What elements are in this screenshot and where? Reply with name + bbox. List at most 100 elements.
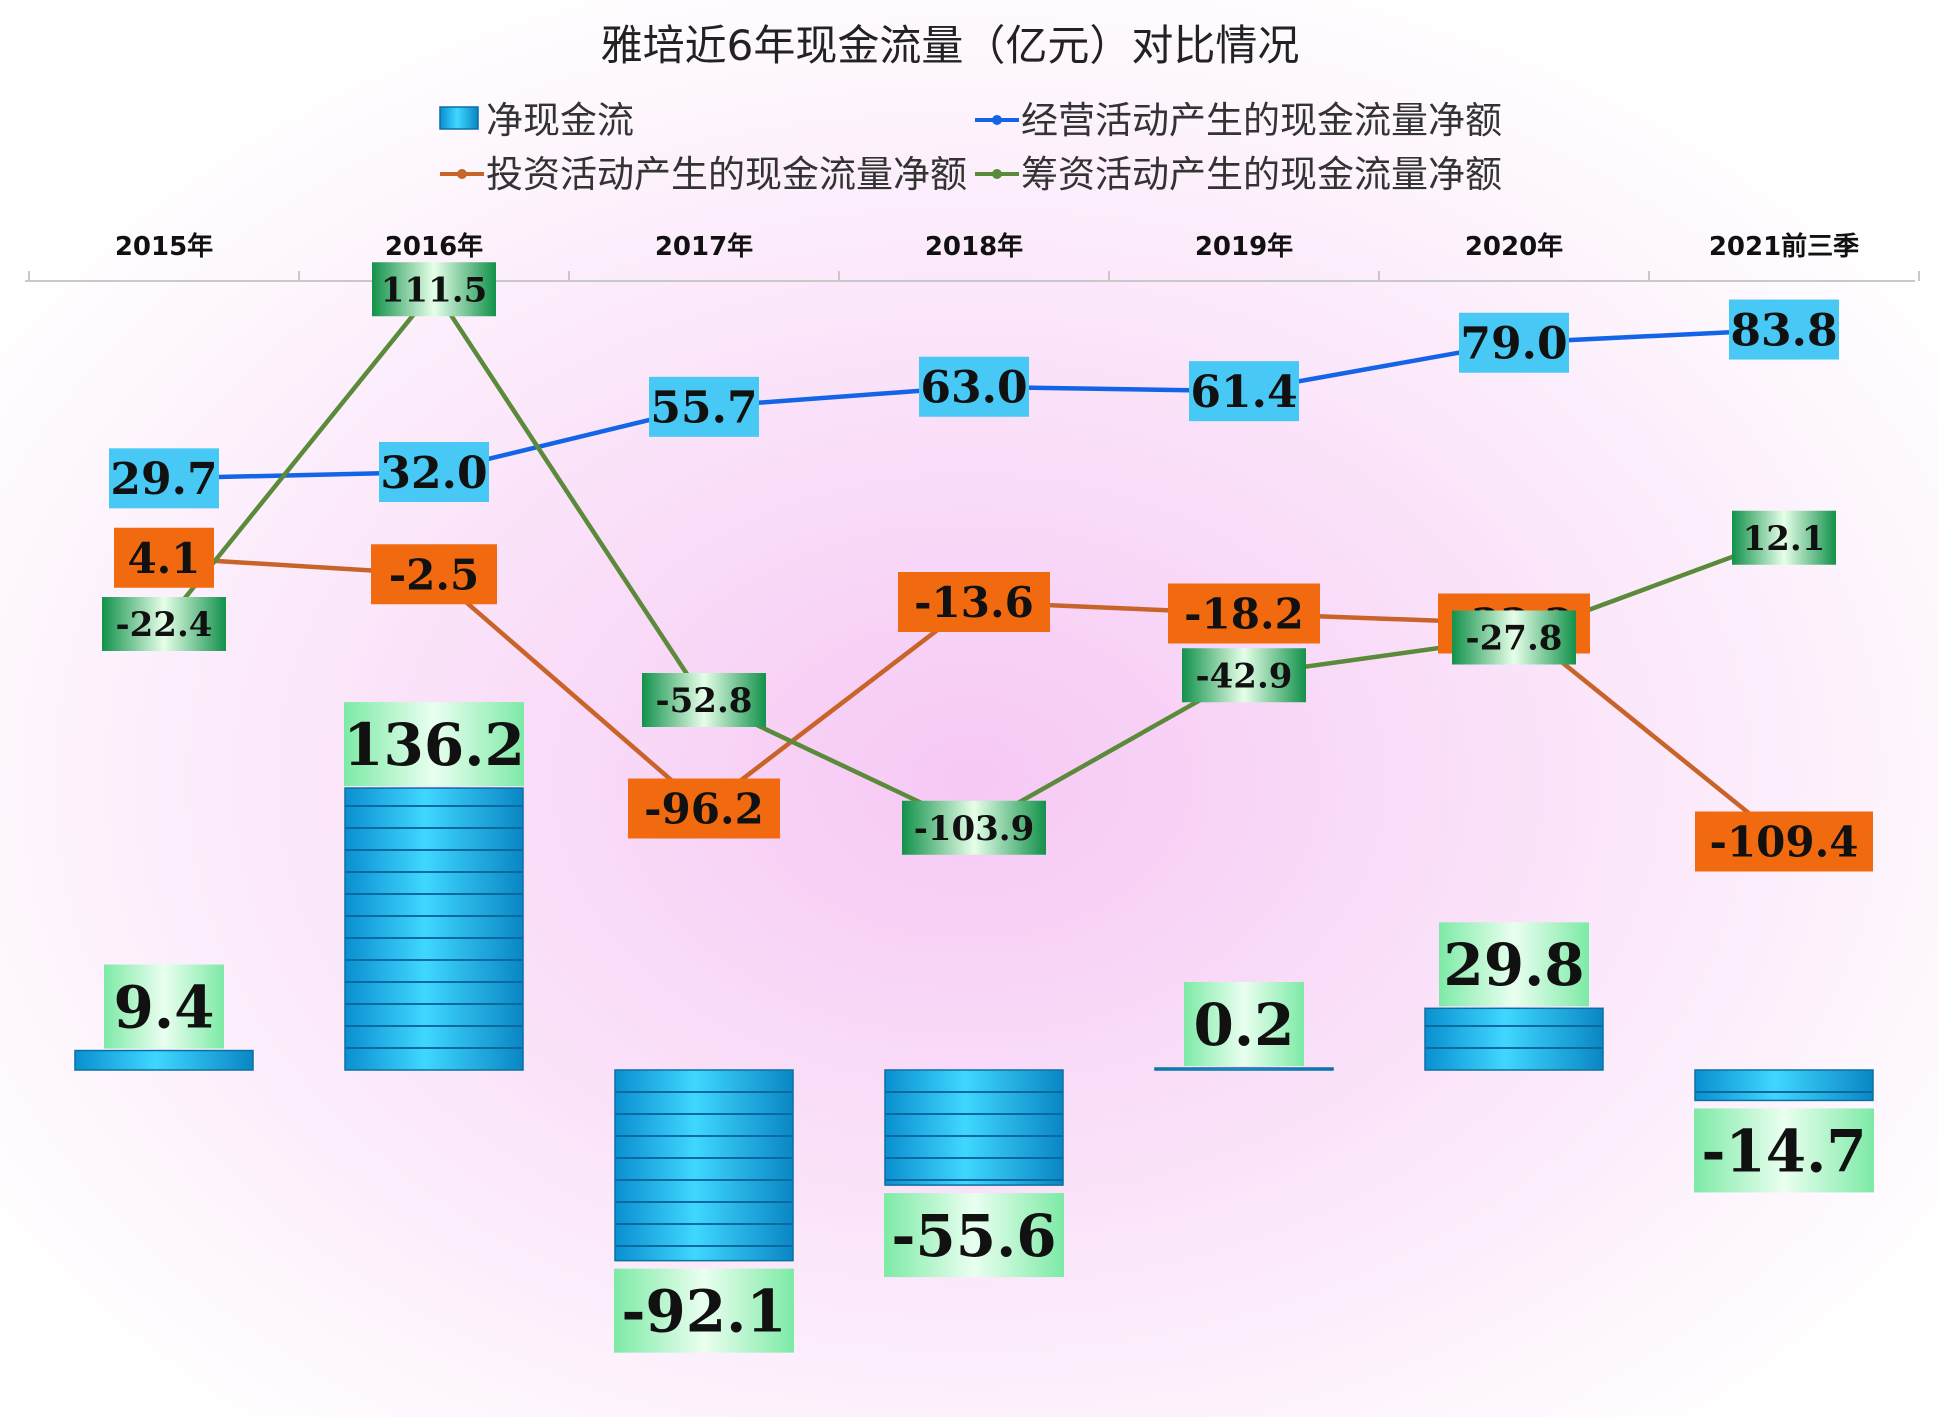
investing-data-label-text: 4.1 [127,534,200,583]
net-cash-flow-data-label-text: -55.6 [891,1202,1056,1270]
net-cash-flow-data-label: -14.7 [1694,1108,1874,1193]
financing-data-label: -103.9 [902,800,1046,855]
legend-item: 筹资活动产生的现金流量净额 [975,153,1502,196]
net-cash-flow-data-label-text: 136.2 [343,711,525,779]
investing-data-label-text: -13.6 [914,578,1034,627]
net-cash-flow-data-label-text: 0.2 [1194,991,1295,1059]
financing-data-label-box [1182,648,1306,703]
chart-title: 雅培近6年现金流量（亿元）对比情况 [601,21,1300,70]
investing-data-label-box [114,527,214,588]
investing-data-label: -96.2 [628,778,780,839]
financing-data-label: -27.8 [1452,610,1576,665]
net-cash-flow-data-label-box [1439,922,1589,1007]
net-cash-flow-bar [1154,1067,1334,1071]
investing-data-label: -2.5 [371,544,497,605]
legend-swatch-marker [457,169,467,179]
operating-data-label-text: 55.7 [650,383,757,434]
legend-item: 经营活动产生的现金流量净额 [975,99,1502,142]
net-cash-flow-data-label: 0.2 [1184,982,1304,1066]
financing-data-label-text: 111.5 [381,270,487,310]
category-label: 2018年 [925,231,1023,262]
net-cash-flow-bar [1424,1007,1604,1071]
investing-data-label-box [1168,583,1320,644]
net-cash-flow-bar [344,787,524,1071]
operating-data-label-text: 32.0 [380,448,487,499]
legend-item: 投资活动产生的现金流量净额 [440,153,967,196]
operating-data-label-box [1189,361,1299,422]
operating-data-label-box [109,448,219,509]
net-cash-flow-bar [614,1069,794,1262]
operating-data-label-box [649,376,759,437]
operating-data-label-text: 79.0 [1460,319,1567,370]
category-label: 2021前三季 [1709,231,1859,262]
net-cash-flow-data-label: 9.4 [104,964,224,1049]
financing-data-label-box [642,673,766,727]
financing-data-label-text: -103.9 [914,809,1035,849]
investing-data-label-text: -2.5 [389,550,480,599]
operating-data-label: 29.7 [109,448,219,509]
net-cash-flow-data-label-box [104,964,224,1049]
investing-data-label: -109.4 [1695,811,1873,872]
operating-data-label-text: 63.0 [920,363,1027,414]
investing-data-label-box [628,778,780,839]
net-cash-flow-data-label-box [1694,1108,1874,1193]
operating-data-label: 83.8 [1729,299,1839,360]
operating-data-label-box [919,356,1029,417]
operating-data-label-text: 29.7 [110,454,217,505]
net-cash-flow-data-label-box [884,1193,1064,1278]
legend-swatch-marker [992,169,1002,179]
investing-data-label-box [1695,811,1873,872]
net-cash-flow-bar [1694,1069,1874,1102]
financing-data-label: -22.4 [102,597,226,651]
net-cash-flow-data-label-text: -92.1 [621,1278,786,1346]
operating-data-label-text: 83.8 [1730,305,1837,356]
investing-data-label: -13.6 [898,572,1050,632]
investing-data-label-text: -18.2 [1184,590,1304,639]
category-label: 2019年 [1195,231,1293,262]
bar-series [74,787,1874,1262]
net-cash-flow-data-label-box [344,702,524,787]
operating-data-label: 61.4 [1189,361,1299,422]
investing-data-label-box [898,572,1050,632]
financing-data-label: 12.1 [1732,510,1836,565]
financing-data-label-text: -42.9 [1196,656,1293,696]
legend-label: 投资活动产生的现金流量净额 [486,153,967,196]
operating-data-label-box [1729,299,1839,360]
investing-data-label-box [371,544,497,605]
net-cash-flow-data-label: 29.8 [1439,922,1589,1007]
financing-data-label-text: -27.8 [1466,619,1563,659]
financing-data-label: 111.5 [372,262,496,317]
operating-data-label-box [379,442,489,502]
investing-data-label: -18.2 [1168,583,1320,644]
net-cash-flow-data-label-box [614,1268,794,1353]
net-cash-flow-data-label: -55.6 [884,1193,1064,1278]
category-label: 2015年 [115,231,213,262]
net-cash-flow-data-label-box [1184,982,1304,1066]
category-label: 2016年 [385,231,483,262]
operating-data-label-text: 61.4 [1190,367,1297,418]
legend-swatch-bar [439,106,479,130]
net-cash-flow-data-label: -92.1 [614,1268,794,1353]
category-label: 2020年 [1465,231,1563,262]
investing-data-label-text: -96.2 [644,785,764,834]
financing-data-label-box [372,262,496,317]
net-cash-flow-data-label-text: -14.7 [1701,1117,1866,1185]
net-cash-flow-data-label: 136.2 [343,702,525,787]
operating-data-label: 79.0 [1459,312,1569,373]
data-labels: 29.7 32.0 55.7 63.0 61.4 79.0 83.8 4.1 -2.5 -96.2… [102,262,1874,1353]
investing-data-label-text: -109.4 [1710,818,1859,867]
net-cash-flow-bar [884,1069,1064,1186]
category-axis: 2015年 2016年 2017年 2018年 2019年 2020年 2021前三季 [25,231,1920,282]
financing-data-label-box [902,800,1046,855]
financing-data-label-text: -22.4 [116,605,213,645]
legend-item: 净现金流 [439,99,634,142]
legend-label: 经营活动产生的现金流量净额 [1021,99,1502,142]
legend-swatch-marker [992,115,1002,125]
financing-data-label-box [1452,610,1576,665]
legend-label: 筹资活动产生的现金流量净额 [1021,153,1502,196]
investing-data-label: 4.1 [114,527,214,588]
operating-data-label: 63.0 [919,356,1029,417]
